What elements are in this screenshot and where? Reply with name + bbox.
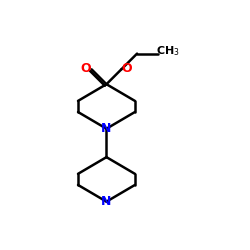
Text: N: N (101, 122, 112, 135)
Text: CH$_3$: CH$_3$ (156, 44, 179, 58)
Text: O: O (122, 62, 132, 75)
Text: O: O (81, 62, 92, 75)
Text: N: N (101, 195, 112, 208)
